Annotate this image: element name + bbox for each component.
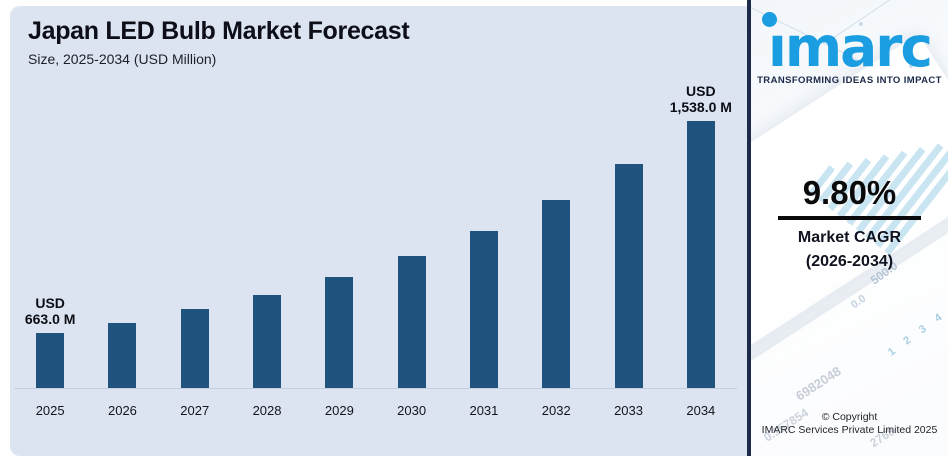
cagr-underline <box>778 216 921 220</box>
bar-column <box>375 70 447 388</box>
x-axis-tick-label: 2034 <box>686 403 716 418</box>
bar <box>108 323 137 388</box>
bar <box>253 295 282 388</box>
x-axis-labels: 2025 2026 2027 2028 2029 2030 2031 2032 2033 2034 <box>14 397 737 456</box>
copyright: © Copyright IMARC Services Private Limit… <box>751 411 948 437</box>
bar <box>614 164 643 388</box>
x-axis-tick-label: 2025 <box>35 403 65 418</box>
x-axis-tick-label: 2030 <box>397 403 427 418</box>
bar <box>36 333 65 388</box>
chart-subtitle: Size, 2025-2034 (USD Million) <box>28 51 217 67</box>
bar-column: USD 663.0 M <box>14 70 86 388</box>
bar-column <box>592 70 664 388</box>
x-axis-tick-label: 2028 <box>252 403 282 418</box>
bar-column <box>231 70 303 388</box>
logo-dot-icon <box>762 12 777 27</box>
bar-series: USD 663.0 M USD 1,538.0 M <box>14 70 737 388</box>
imarc-logo: ımarc TRANSFORMING IDEAS INTO IMPACT <box>751 0 948 90</box>
page-title: Japan LED Bulb Market Forecast <box>28 17 410 45</box>
x-axis-tick-label: 2032 <box>541 403 571 418</box>
logo-wordmark: ımarc <box>767 15 933 79</box>
x-axis-tick-label: 2033 <box>614 403 643 418</box>
cagr-value: 9.80% <box>802 174 897 211</box>
x-axis-tick-label: 2031 <box>469 403 499 418</box>
bar-column <box>159 70 231 388</box>
bar <box>397 256 426 388</box>
bar-value-callout: USD 1,538.0 M <box>669 83 732 115</box>
bar <box>542 200 571 388</box>
x-axis-tick-label: 2029 <box>324 403 354 418</box>
bar <box>325 277 354 388</box>
bar <box>469 231 498 388</box>
copyright-line2: IMARC Services Private Limited 2025 <box>761 424 938 436</box>
bar-column <box>520 70 592 388</box>
x-axis-tick-label: 2026 <box>107 403 137 418</box>
x-axis-tick-label: 2027 <box>180 403 210 418</box>
panel-divider <box>747 0 751 456</box>
bar-value-callout: USD 663.0 M <box>24 295 76 327</box>
cagr-period: (2026-2034) <box>805 253 894 270</box>
bar-chart-plot: USD 663.0 M USD 1,538.0 M <box>14 70 737 389</box>
decor-network-dot <box>909 64 913 68</box>
bar-column <box>86 70 158 388</box>
decor-network-dot <box>775 46 779 50</box>
bar <box>180 309 209 388</box>
bar-column: USD 1,538.0 M <box>665 70 737 388</box>
copyright-line1: © Copyright <box>821 411 878 423</box>
decor-network-dot <box>859 22 863 26</box>
logo-tagline: TRANSFORMING IDEAS INTO IMPACT <box>757 75 942 86</box>
bar <box>686 121 715 388</box>
bar-column <box>303 70 375 388</box>
chart-panel: Japan LED Bulb Market Forecast Size, 202… <box>10 6 747 456</box>
bar-column <box>448 70 520 388</box>
cagr-label: Market CAGR <box>797 229 902 246</box>
